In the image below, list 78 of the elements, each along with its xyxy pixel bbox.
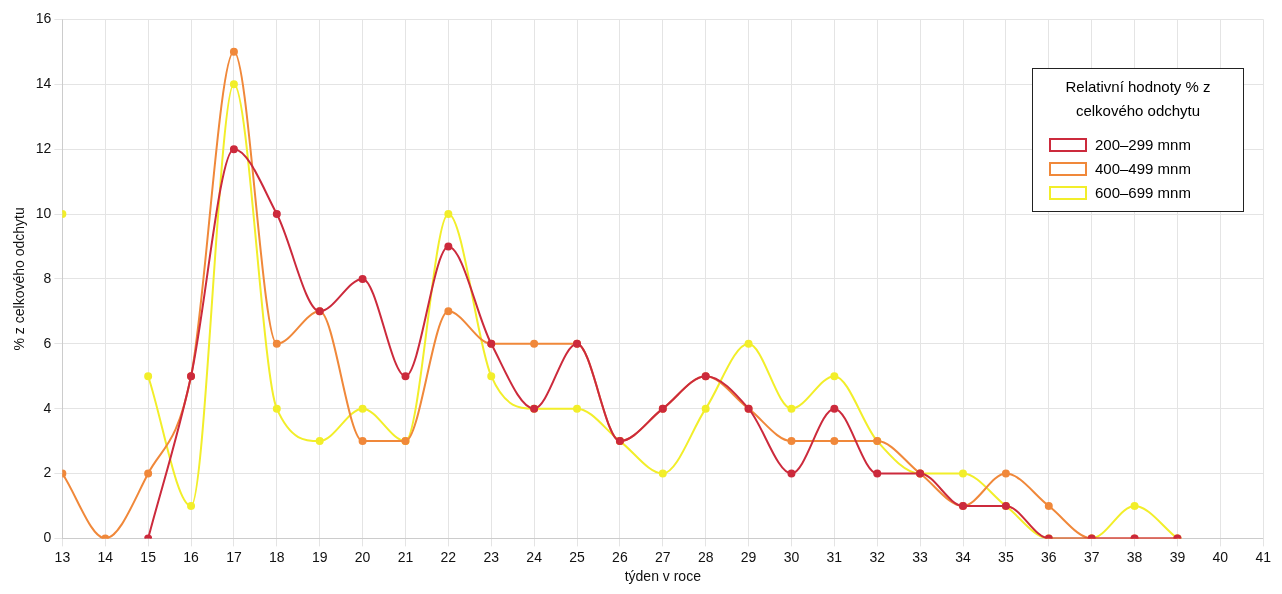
point bbox=[444, 210, 453, 219]
x-tick-label: 19 bbox=[311, 548, 328, 565]
y-tick-label: 16 bbox=[35, 10, 52, 27]
point bbox=[272, 404, 281, 413]
point bbox=[272, 210, 281, 219]
x-tick-label: 24 bbox=[526, 548, 543, 565]
x-tick-label: 22 bbox=[440, 548, 457, 565]
point bbox=[1044, 501, 1053, 510]
point bbox=[187, 501, 196, 510]
point bbox=[444, 307, 453, 316]
point bbox=[830, 437, 839, 446]
x-tick-label: 23 bbox=[483, 548, 500, 565]
x-tick-label: 14 bbox=[97, 548, 114, 565]
point bbox=[315, 437, 324, 446]
point bbox=[229, 145, 238, 154]
point bbox=[959, 469, 967, 478]
point bbox=[744, 339, 753, 348]
x-tick-label: 18 bbox=[269, 548, 285, 565]
point bbox=[358, 404, 367, 413]
point bbox=[830, 372, 839, 381]
point bbox=[272, 339, 281, 348]
point bbox=[358, 274, 367, 283]
x-tick-label: 41 bbox=[1255, 548, 1272, 565]
x-tick-label: 31 bbox=[826, 548, 843, 565]
y-tick-label: 4 bbox=[43, 399, 52, 416]
point bbox=[701, 404, 710, 413]
point bbox=[787, 469, 796, 478]
x-tick-label: 39 bbox=[1169, 548, 1186, 565]
point bbox=[229, 47, 238, 56]
x-tick-label: 38 bbox=[1126, 548, 1143, 565]
x-tick-label: 32 bbox=[869, 548, 886, 565]
x-tick-label: 27 bbox=[655, 548, 671, 565]
legend-label: 400–499 mnm bbox=[1095, 159, 1191, 179]
x-tick-label: 21 bbox=[397, 548, 414, 565]
x-tick-label: 16 bbox=[183, 548, 200, 565]
y-tick-label: 12 bbox=[35, 140, 52, 157]
x-tick-label: 17 bbox=[226, 548, 242, 565]
y-tick-label: 6 bbox=[43, 334, 52, 351]
point bbox=[787, 437, 796, 446]
point bbox=[144, 372, 153, 381]
legend-label: 200–299 mnm bbox=[1095, 135, 1191, 155]
point bbox=[573, 404, 582, 413]
point bbox=[144, 469, 153, 478]
x-tick-label: 30 bbox=[783, 548, 800, 565]
x-tick-label: 37 bbox=[1083, 548, 1100, 565]
point bbox=[401, 372, 410, 381]
point bbox=[444, 242, 453, 251]
y-tick-label: 8 bbox=[43, 269, 52, 286]
x-tick-label: 13 bbox=[54, 548, 71, 565]
x-tick-label: 28 bbox=[697, 548, 714, 565]
x-tick-label: 25 bbox=[569, 548, 586, 565]
point bbox=[487, 372, 496, 381]
point bbox=[1001, 469, 1010, 478]
point bbox=[787, 404, 796, 413]
point bbox=[658, 469, 667, 478]
x-tick-label: 40 bbox=[1212, 548, 1229, 565]
point bbox=[229, 80, 238, 89]
x-tick-label: 33 bbox=[912, 548, 929, 565]
y-tick-label: 10 bbox=[35, 204, 52, 221]
legend-label: 600–699 mnm bbox=[1095, 183, 1191, 203]
point bbox=[530, 339, 539, 348]
point bbox=[1130, 501, 1139, 510]
point bbox=[873, 469, 882, 478]
point bbox=[830, 404, 839, 413]
x-tick-label: 29 bbox=[740, 548, 757, 565]
point bbox=[358, 437, 367, 446]
y-tick-label: 14 bbox=[35, 75, 52, 92]
x-tick-label: 35 bbox=[998, 548, 1014, 565]
y-tick-label: 2 bbox=[43, 464, 52, 481]
x-tick-label: 36 bbox=[1040, 548, 1057, 565]
x-tick-label: 34 bbox=[955, 548, 971, 565]
x-axis-title: týden v roce bbox=[624, 568, 702, 585]
legend-title: Relativní hodnoty % z celkového odchytu bbox=[1064, 77, 1212, 121]
x-tick-label: 15 bbox=[140, 548, 157, 565]
y-axis-title: % z celkového odchytu bbox=[11, 207, 28, 351]
x-tick-label: 26 bbox=[612, 548, 628, 565]
x-tick-label: 20 bbox=[354, 548, 371, 565]
y-tick-label: 0 bbox=[43, 529, 52, 546]
